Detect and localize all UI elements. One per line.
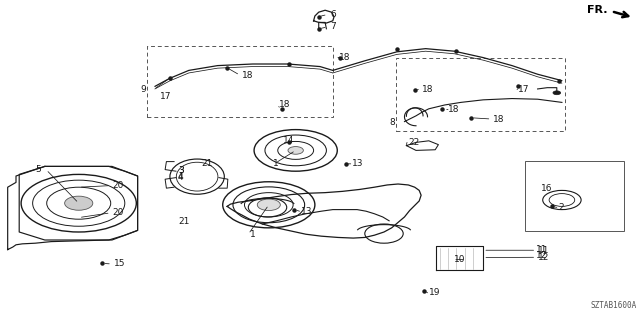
Text: 10: 10: [454, 255, 466, 264]
Bar: [147, 46, 333, 117]
Text: 3: 3: [178, 166, 184, 175]
Text: 12: 12: [536, 252, 548, 260]
Circle shape: [257, 199, 280, 211]
Text: 5: 5: [35, 165, 41, 174]
Text: 11: 11: [536, 245, 548, 254]
Text: 13: 13: [301, 207, 312, 216]
Text: 15: 15: [114, 260, 125, 268]
Text: 22: 22: [408, 138, 420, 147]
Text: 20: 20: [112, 208, 124, 217]
Bar: [525, 161, 624, 231]
Text: 4: 4: [178, 172, 184, 181]
Text: 18: 18: [242, 71, 253, 80]
Text: 8: 8: [390, 118, 396, 127]
Text: 18: 18: [493, 115, 504, 124]
Text: 12: 12: [538, 253, 549, 262]
Text: 18: 18: [448, 105, 460, 114]
Text: 2: 2: [558, 203, 564, 212]
Text: 21: 21: [178, 217, 189, 226]
Text: 17: 17: [160, 92, 172, 101]
Text: 21: 21: [202, 159, 213, 168]
Text: 3: 3: [178, 166, 184, 175]
Text: 13: 13: [352, 159, 364, 168]
Text: 14: 14: [283, 136, 294, 145]
Text: 16: 16: [541, 184, 552, 193]
Text: 19: 19: [429, 288, 440, 297]
Text: 9: 9: [140, 85, 146, 94]
Circle shape: [65, 196, 93, 210]
Text: 18: 18: [339, 53, 351, 62]
Text: 1: 1: [250, 230, 255, 239]
Text: SZTAB1600A: SZTAB1600A: [591, 301, 637, 310]
Text: FR.: FR.: [588, 4, 608, 15]
Circle shape: [288, 147, 303, 154]
Text: 1: 1: [273, 159, 278, 168]
Circle shape: [553, 91, 561, 95]
Bar: [396, 58, 565, 131]
Text: 18: 18: [422, 85, 434, 94]
Text: 18: 18: [279, 100, 291, 109]
Text: 4: 4: [178, 173, 184, 182]
Text: 20: 20: [112, 181, 124, 190]
Text: 11: 11: [538, 246, 549, 255]
Text: 7: 7: [330, 22, 336, 31]
Text: 17: 17: [518, 85, 530, 94]
Text: 6: 6: [330, 10, 336, 19]
